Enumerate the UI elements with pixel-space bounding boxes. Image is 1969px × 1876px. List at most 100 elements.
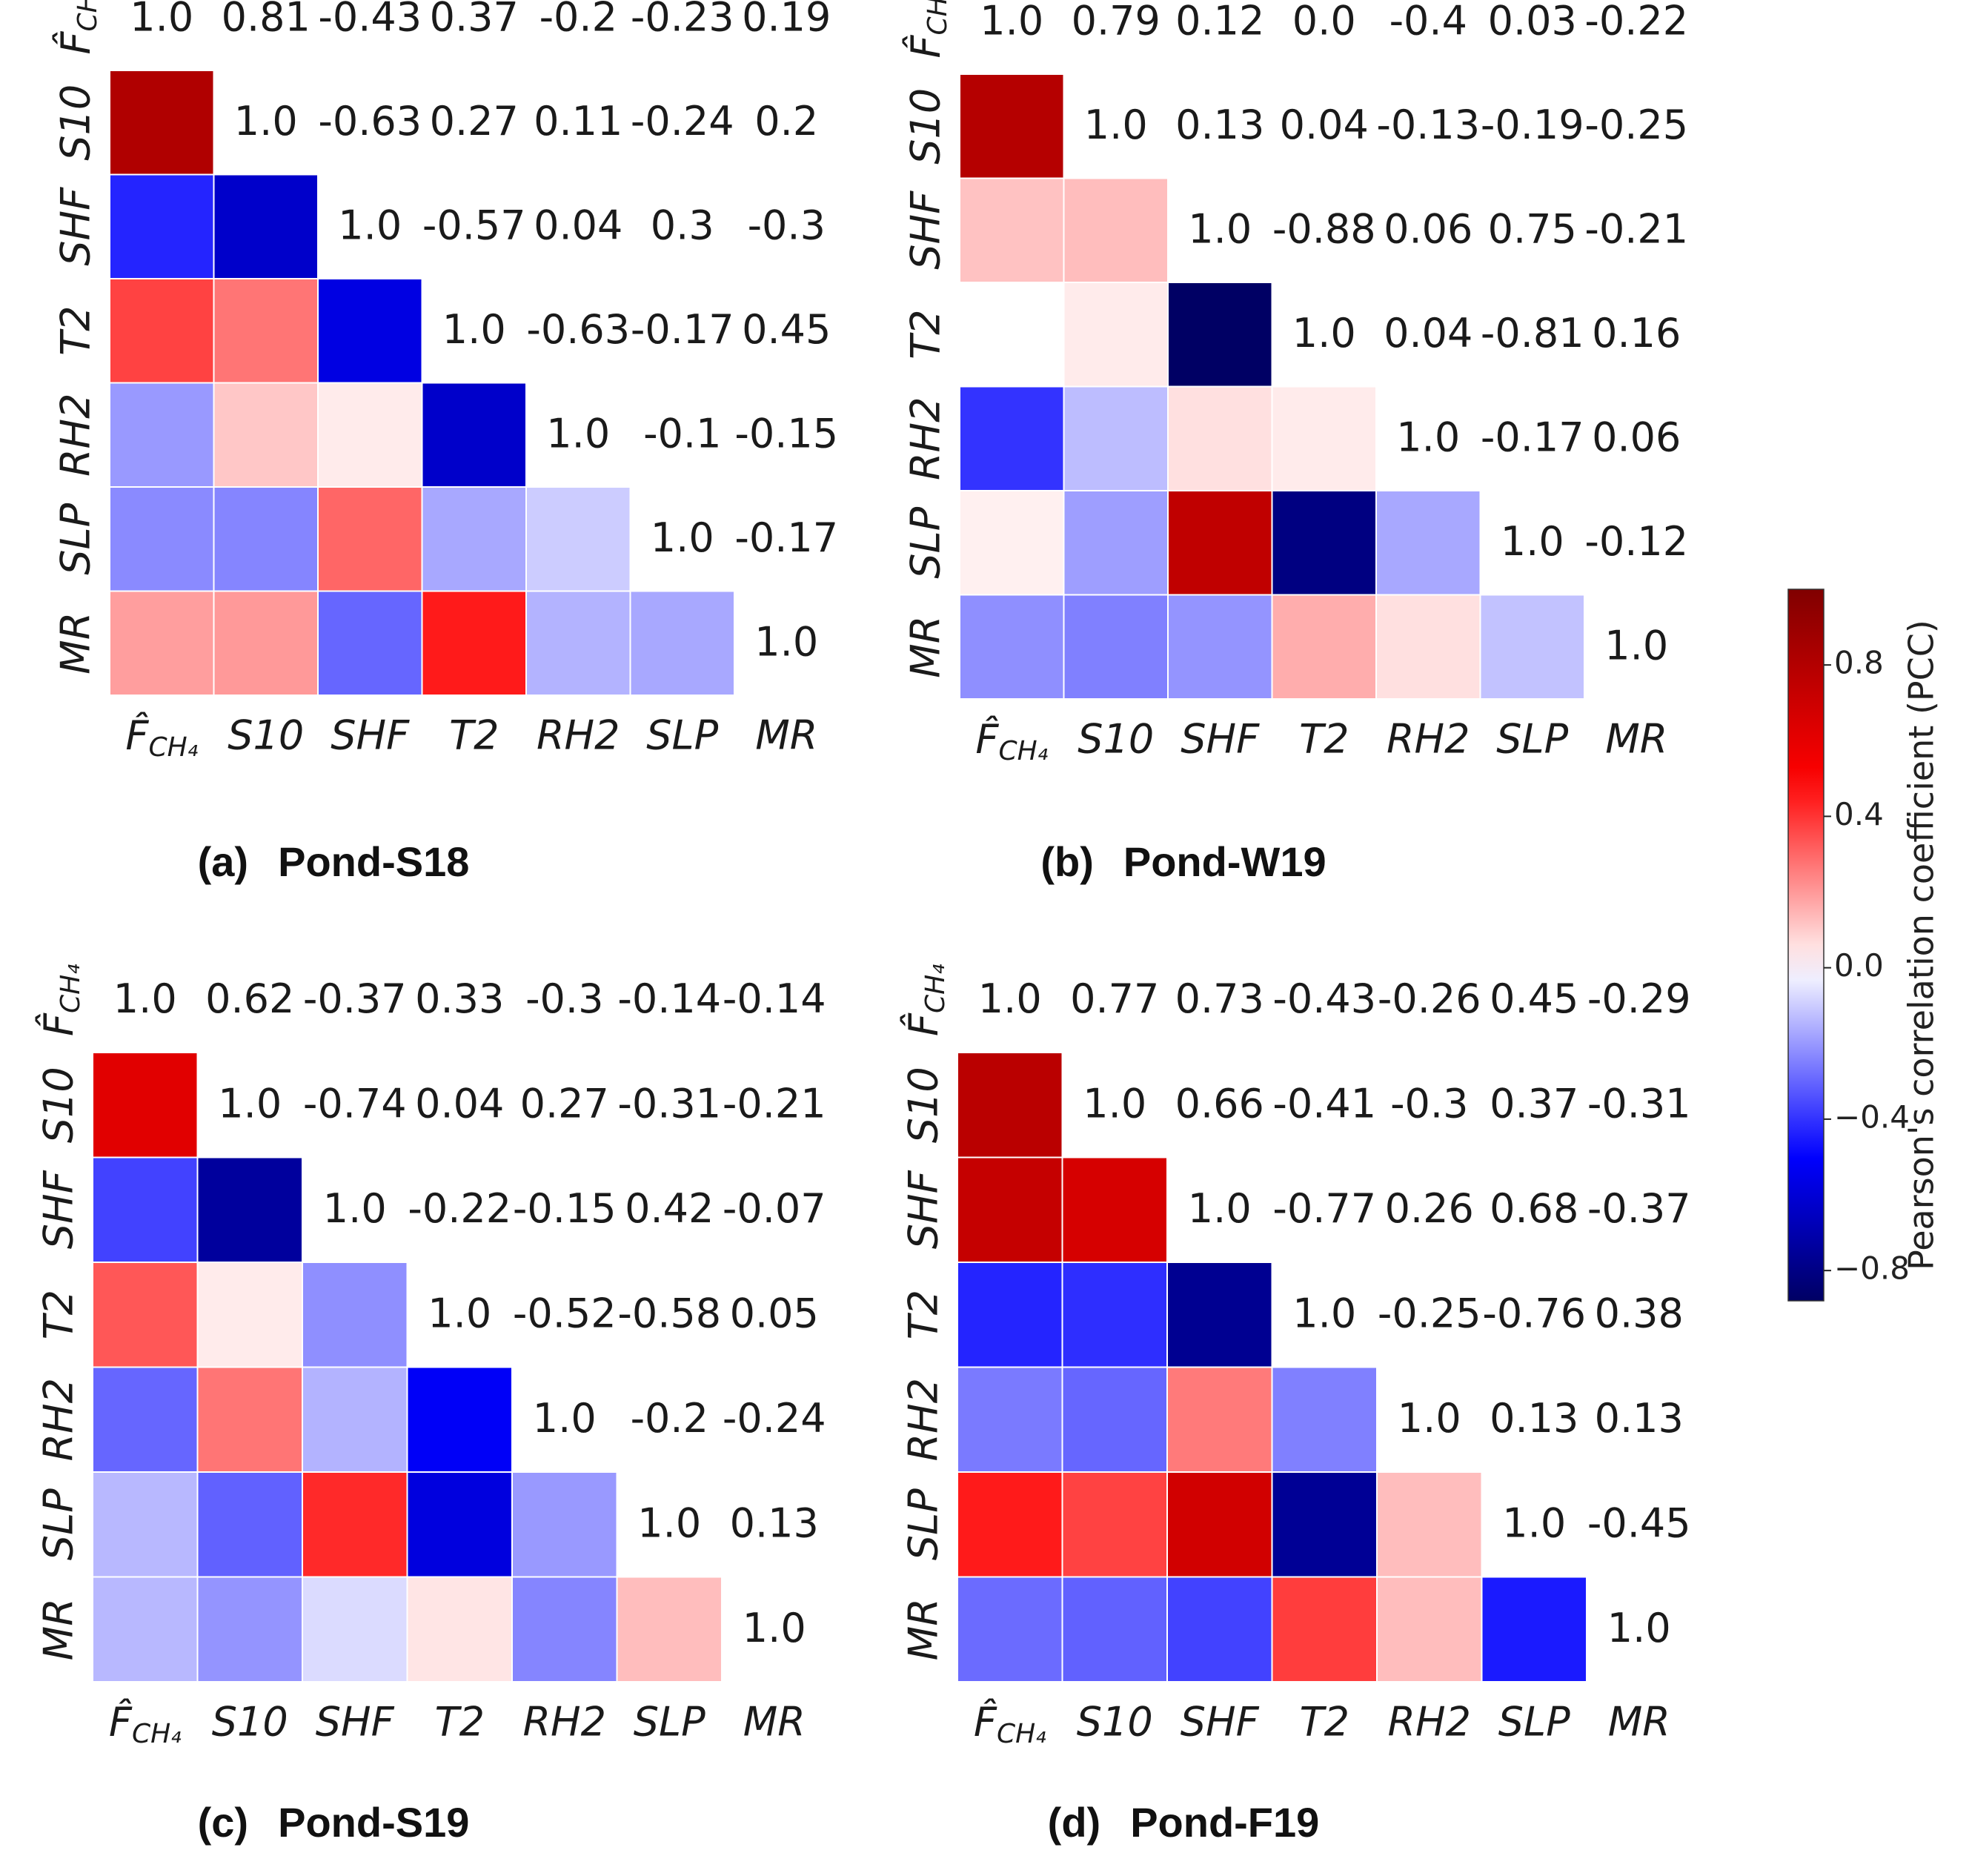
x-tick-pond-f19-0: F̂CH₄ [974,1699,1046,1749]
cell-pond-s18-r6-c3 [421,590,527,696]
x-tick-pond-f19-5: SLP [1498,1699,1570,1746]
svg-text:MR: MR [755,712,817,759]
value-label-pond-s19-r1-c2: -0.74 [303,1080,407,1127]
y-tick-pond-w19-2: SHF [903,190,949,270]
value-label-pond-f19-r4-c6: 0.13 [1595,1395,1684,1442]
svg-text:S10: S10 [212,1699,288,1746]
x-tick-pond-w19-5: SLP [1496,716,1568,763]
svg-text:SHF: SHF [903,190,949,270]
cell-pond-s18-r5-c1 [213,486,319,592]
svg-text:S10: S10 [53,84,99,161]
y-tick-pond-s19-1: S10 [36,1067,82,1143]
x-tick-pond-w19-4: RH2 [1387,716,1470,763]
value-label-pond-s19-r5-c6: 0.13 [730,1499,819,1546]
svg-text:SHF: SHF [1181,716,1260,763]
cell-pond-w19-r5-c3 [1271,490,1377,596]
x-tick-pond-f19-3: T2 [1300,1699,1349,1746]
value-label-pond-f19-r2-c4: 0.26 [1385,1185,1474,1232]
y-tick-pond-s19-3: T2 [36,1290,82,1339]
cell-pond-w19-r6-c2 [1167,594,1273,700]
cell-pond-w19-r3-c0 [959,282,1065,388]
value-label-pond-w19-r0-c4: -0.4 [1389,0,1467,44]
x-tick-pond-w19-6: MR [1605,716,1667,763]
x-tick-pond-s19-0: F̂CH₄ [109,1699,182,1749]
svg-text:T2: T2 [36,1290,82,1339]
cell-pond-s19-r5-c2 [302,1471,408,1578]
cell-pond-w19-r2-c0 [959,177,1065,283]
x-tick-pond-s18-4: RH2 [537,712,620,759]
cell-pond-s19-r5-c1 [196,1471,303,1578]
svg-text:T2: T2 [900,1290,947,1339]
value-label-pond-f19-r1-c1: 1.0 [1083,1080,1146,1127]
x-tick-pond-s19-6: MR [743,1699,806,1746]
x-tick-pond-s18-0: F̂CH₄ [125,712,198,763]
cell-pond-w19-r1-c0 [959,73,1065,179]
cell-pond-w19-r3-c1 [1063,282,1169,388]
cell-pond-s19-r2-c1 [196,1156,303,1263]
cell-pond-w19-r5-c1 [1063,490,1169,596]
cell-pond-f19-r4-c3 [1271,1366,1378,1473]
y-tick-pond-f19-6: MR [900,1598,947,1660]
cell-pond-s19-r3-c1 [196,1262,303,1368]
cell-pond-s19-r6-c4 [511,1576,618,1683]
y-tick-pond-s18-0: F̂CH₄ [53,0,103,55]
svg-text:SLP: SLP [903,506,949,578]
value-label-pond-w19-r0-c0: 1.0 [980,0,1043,44]
cell-pond-f19-r6-c4 [1376,1576,1483,1683]
x-tick-pond-s18-1: S10 [228,712,304,759]
cell-pond-w19-r6-c0 [959,594,1065,700]
y-tick-pond-s18-6: MR [53,612,99,675]
y-tick-pond-s19-5: SLP [36,1488,82,1560]
svg-text:T2: T2 [435,1699,485,1746]
value-label-pond-s18-r2-c2: 1.0 [338,202,402,248]
value-label-pond-f19-r0-c1: 0.77 [1070,975,1159,1022]
value-label-pond-s18-r2-c5: 0.3 [651,202,714,248]
heatmap-panel-pond-s19: 1.0 0.62 -0.37 0.33 -0.3 -0.14 -0.141.0 -0.74 0.… [36,964,826,1846]
cell-pond-f19-r3-c0 [957,1262,1063,1368]
cell-pond-s19-r4-c1 [196,1366,303,1473]
value-label-pond-w19-r0-c1: 0.79 [1072,0,1161,44]
caption-pond-s19: (c) Pond-S19 [198,1799,470,1846]
svg-text:RH2: RH2 [900,1378,947,1461]
cell-pond-f19-r2-c1 [1061,1156,1168,1263]
x-tick-pond-s19-5: SLP [634,1699,705,1746]
svg-text:SLP: SLP [36,1488,82,1560]
svg-text:S10: S10 [1077,1699,1153,1746]
value-label-pond-s19-r5-c5: 1.0 [637,1499,701,1546]
cell-pond-f19-r5-c0 [957,1471,1063,1578]
cell-pond-s19-r2-c0 [92,1156,199,1263]
svg-text:F̂CH₄: F̂CH₄ [36,964,86,1036]
cell-pond-s18-r6-c2 [317,590,423,696]
value-label-pond-f19-r1-c5: 0.37 [1490,1080,1578,1127]
cell-pond-f19-r4-c0 [957,1366,1063,1473]
cell-pond-f19-r3-c2 [1166,1262,1273,1368]
svg-text:SHF: SHF [316,1699,395,1746]
cell-pond-f19-r5-c2 [1166,1471,1273,1578]
value-label-pond-s18-r0-c6: 0.19 [742,0,831,40]
svg-text:SHF: SHF [53,187,99,266]
value-label-pond-s19-r0-c2: -0.37 [303,975,407,1022]
cell-pond-s19-r6-c5 [616,1576,723,1683]
value-label-pond-s19-r2-c4: -0.15 [513,1185,617,1232]
value-label-pond-s19-r0-c5: -0.14 [617,975,721,1022]
x-tick-pond-f19-2: SHF [1181,1699,1260,1746]
value-label-pond-w19-r4-c5: -0.17 [1481,414,1584,460]
svg-text:F̂CH₄: F̂CH₄ [109,1699,182,1749]
cell-pond-f19-r4-c1 [1061,1366,1168,1473]
svg-text:SLP: SLP [53,503,99,574]
cell-pond-s19-r6-c0 [92,1576,199,1683]
y-tick-pond-f19-5: SLP [900,1488,947,1560]
value-label-pond-w19-r2-c5: 0.75 [1488,205,1577,252]
value-label-pond-s19-r0-c4: -0.3 [525,975,603,1022]
x-tick-pond-s19-2: SHF [316,1699,395,1746]
cell-pond-s19-r4-c3 [406,1366,513,1473]
cell-pond-f19-r4-c2 [1166,1366,1273,1473]
value-label-pond-s19-r3-c3: 1.0 [428,1290,491,1336]
value-label-pond-f19-r5-c5: 1.0 [1502,1499,1566,1546]
value-label-pond-f19-r0-c6: -0.29 [1587,975,1691,1022]
y-tick-pond-s18-2: SHF [53,187,99,266]
value-label-pond-f19-r2-c6: -0.37 [1587,1185,1691,1232]
cell-pond-s19-r3-c2 [302,1262,408,1368]
